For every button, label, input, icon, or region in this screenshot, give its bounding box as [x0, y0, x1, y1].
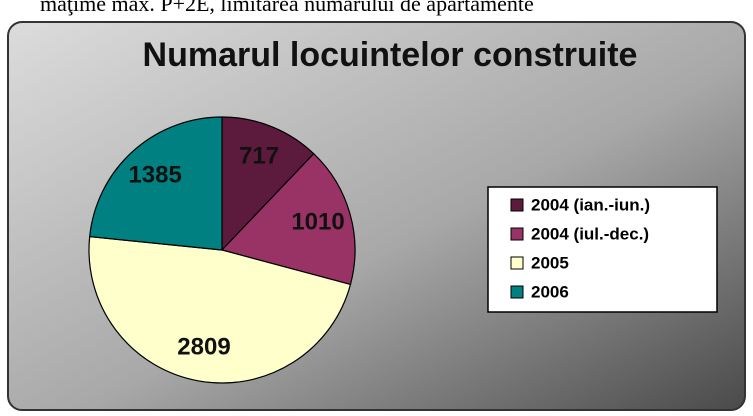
data-label: 717 [239, 143, 279, 170]
legend-swatch [510, 256, 524, 270]
legend-swatch [510, 227, 524, 241]
legend [487, 186, 718, 313]
legend-label: 2004 (iul.-dec.) [531, 224, 649, 243]
pie-slice [89, 116, 223, 251]
pie-slice [221, 116, 315, 252]
legend-label: 2006 [531, 282, 569, 301]
pie-slice [220, 152, 356, 286]
data-label: 1385 [128, 161, 181, 188]
data-label: 2809 [177, 333, 230, 360]
legend-swatch [510, 198, 524, 212]
chart-title: Numarul locuintelor construite [143, 36, 638, 74]
doc-text: maţime max. P+2E, limitarea numărului de… [40, 0, 534, 16]
legend-label: 2005 [531, 253, 569, 272]
pie-slice [88, 235, 352, 384]
data-label: 1010 [291, 208, 344, 235]
legend-swatch [510, 285, 524, 299]
legend-label: 2004 (ian.-iun.) [531, 195, 650, 214]
